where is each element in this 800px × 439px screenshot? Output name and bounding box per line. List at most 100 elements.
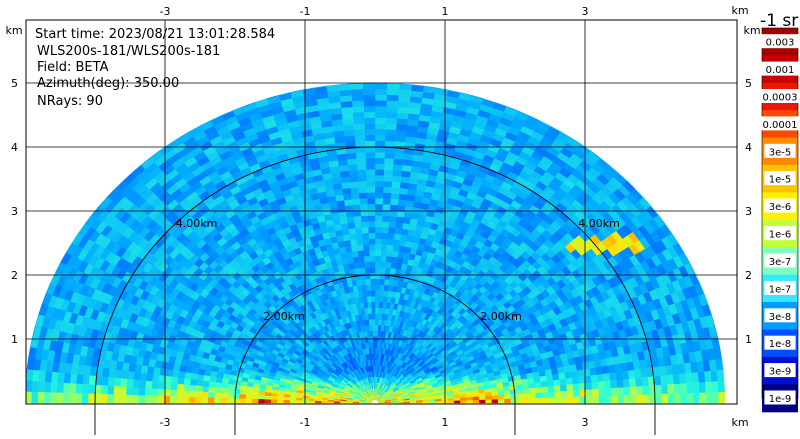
scan-cell — [383, 291, 388, 297]
scan-cell — [375, 95, 387, 101]
scan-cell — [177, 378, 184, 385]
scan-cell — [378, 325, 381, 331]
scan-cell — [574, 397, 580, 404]
scan-cell — [656, 394, 663, 403]
scan-cell — [50, 382, 57, 393]
scan-cell — [572, 377, 579, 384]
scan-cell — [350, 239, 357, 245]
scan-cell — [375, 267, 380, 273]
scan-cell — [674, 384, 681, 394]
scan-cell — [354, 262, 360, 268]
scan-cell — [57, 383, 64, 393]
scan-cell — [344, 130, 355, 137]
scan-cell — [176, 390, 183, 397]
scan-cell — [369, 239, 375, 245]
scan-cell — [57, 373, 64, 384]
scan-cell — [375, 152, 385, 158]
scan-cell — [195, 392, 202, 398]
scan-cell — [365, 152, 375, 158]
scan-cell — [203, 375, 210, 381]
scan-cell — [555, 391, 562, 397]
scan-cell — [346, 153, 356, 160]
scan-cell — [76, 374, 83, 384]
scan-cell — [352, 204, 360, 210]
scan-cell — [327, 402, 333, 404]
scan-cell — [381, 239, 387, 245]
scan-cell — [368, 216, 375, 222]
scan-cell — [397, 113, 409, 120]
scan-cell — [375, 227, 382, 233]
scan-cell — [398, 246, 405, 253]
scan-cell — [183, 385, 190, 392]
scan-cell — [392, 170, 401, 176]
scan-cell — [383, 181, 392, 187]
scan-cell — [384, 279, 389, 285]
scan-cell — [350, 182, 359, 188]
scan-cell — [624, 387, 631, 395]
scan-cell — [216, 377, 223, 383]
scan-cell — [341, 107, 353, 114]
scan-cell — [157, 389, 164, 396]
scan-cell — [700, 392, 707, 403]
scan-cell — [399, 240, 406, 247]
scan-cell — [375, 216, 382, 222]
scan-cell — [44, 382, 51, 393]
scan-cell — [566, 378, 573, 385]
scan-cell — [364, 123, 375, 129]
scan-cell — [362, 233, 369, 239]
scan-cell — [585, 382, 592, 389]
scan-cell — [561, 397, 567, 403]
scan-cell — [523, 388, 530, 393]
scan-cell — [340, 95, 352, 102]
scan-cell — [296, 401, 302, 404]
scan-cell — [196, 386, 203, 392]
scan-cell — [221, 388, 228, 393]
scan-cell — [177, 384, 184, 391]
scan-cell — [363, 89, 375, 95]
scan-cell — [454, 400, 460, 403]
scan-cell — [599, 388, 606, 396]
scan-cell — [350, 187, 359, 193]
scan-cell — [504, 394, 511, 399]
scan-cell — [387, 297, 392, 303]
scan-cell — [369, 250, 375, 256]
scan-cell — [234, 385, 241, 390]
scan-cell — [394, 153, 404, 160]
scan-cell — [38, 371, 45, 382]
scan-cell — [146, 374, 153, 382]
scan-cell — [667, 374, 674, 384]
scan-cell — [359, 193, 367, 199]
scan-cell — [360, 273, 365, 279]
scan-cell — [363, 100, 375, 106]
scan-cell — [467, 400, 473, 403]
scan-cell — [375, 365, 376, 371]
scan-cell — [364, 256, 370, 262]
scan-cell — [592, 382, 599, 390]
scan-cell — [384, 164, 393, 170]
scan-cell — [214, 393, 221, 398]
scan-cell — [375, 141, 385, 147]
scan-cell — [385, 141, 395, 147]
scan-cell — [202, 381, 209, 387]
scan-cell — [693, 393, 700, 403]
scan-cell — [510, 389, 517, 394]
scan-cell — [388, 227, 395, 233]
scan-cell — [486, 399, 492, 403]
scan-cell — [349, 176, 358, 182]
scan-cell — [375, 129, 386, 135]
scan-cell — [397, 252, 404, 259]
scan-cell — [152, 382, 159, 390]
scan-cell — [375, 181, 384, 187]
scan-cell — [375, 233, 382, 239]
scan-cell — [365, 141, 375, 147]
scan-cell — [393, 164, 403, 171]
scan-cell — [215, 383, 222, 389]
scan-cell — [643, 394, 650, 403]
scan-cell — [375, 112, 386, 118]
scan-cell — [382, 302, 386, 308]
scan-cell — [673, 374, 680, 384]
scan-cell — [375, 290, 379, 296]
scan-cell — [367, 296, 371, 302]
scan-cell — [385, 135, 396, 141]
